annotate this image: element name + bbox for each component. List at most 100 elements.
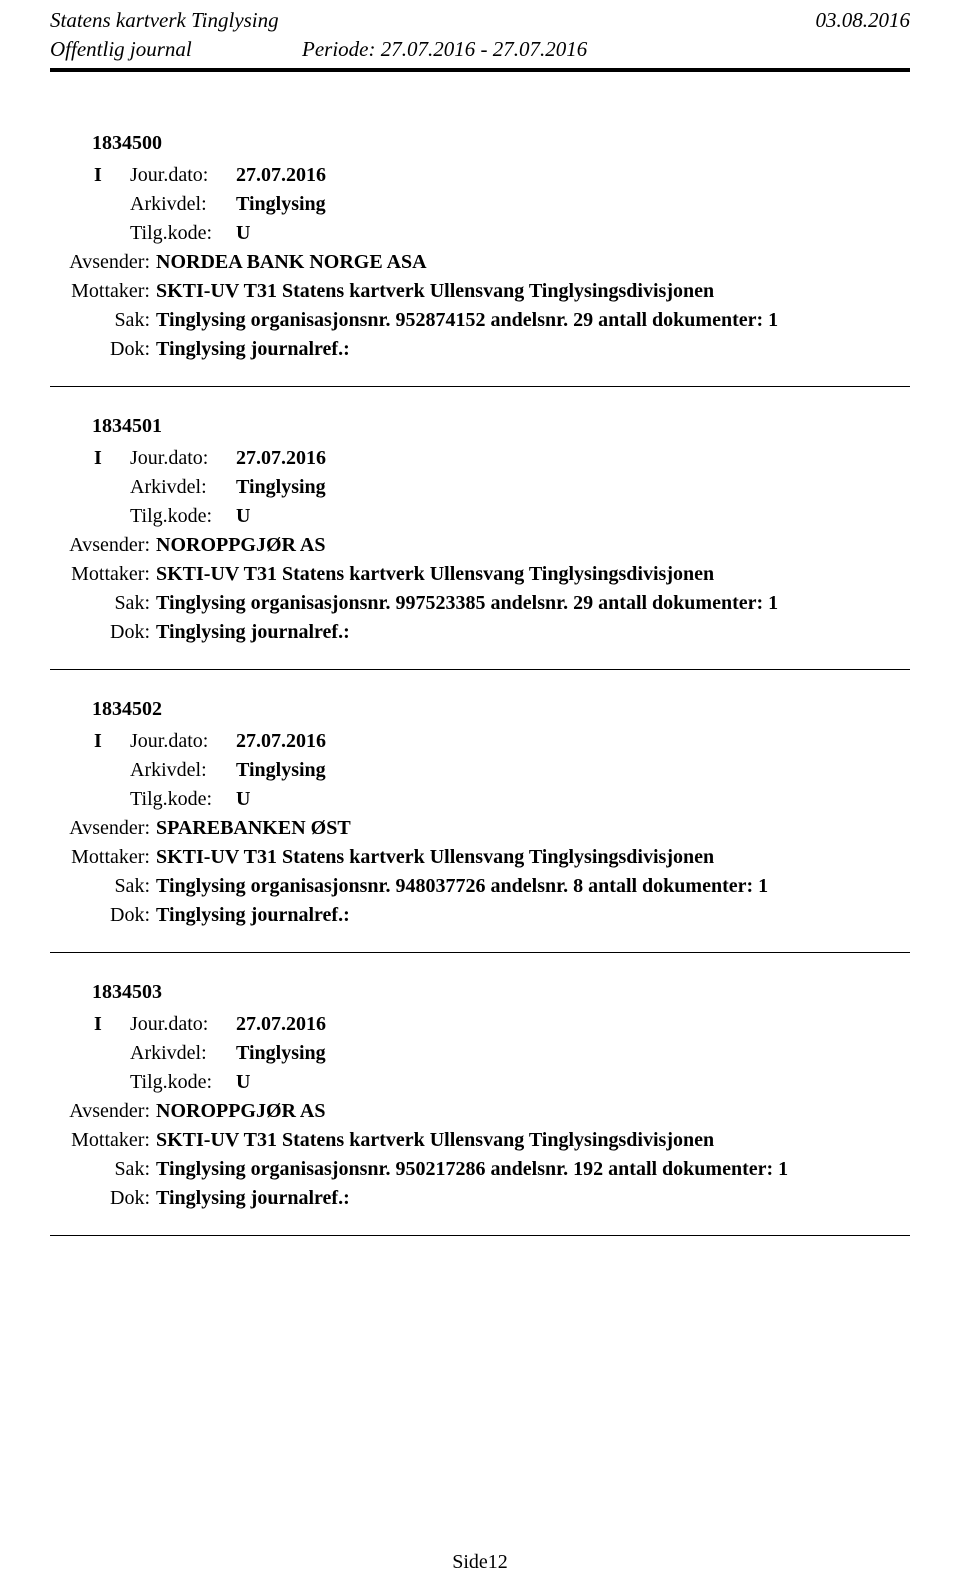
- label-arkivdel: Arkivdel:: [130, 756, 236, 785]
- row-sak: Sak: Tinglysing organisasjonsnr. 9480377…: [50, 872, 910, 901]
- value-sak: Tinglysing organisasjonsnr. 950217286 an…: [156, 1155, 910, 1184]
- value-avsender: NORDEA BANK NORGE ASA: [156, 248, 910, 277]
- org-title: Statens kartverk Tinglysing: [50, 8, 279, 33]
- io-indicator: I: [50, 727, 130, 756]
- label-mottaker: Mottaker:: [50, 1126, 156, 1155]
- label-dok: Dok:: [50, 901, 156, 930]
- label-mottaker: Mottaker:: [50, 560, 156, 589]
- entry-id: 1834502: [92, 698, 910, 721]
- row-jourdato: I Jour.dato: 27.07.2016: [50, 161, 910, 190]
- row-mottaker: Mottaker: SKTI-UV T31 Statens kartverk U…: [50, 277, 910, 306]
- label-arkivdel: Arkivdel:: [130, 190, 236, 219]
- page-header: Statens kartverk Tinglysing 03.08.2016 O…: [50, 0, 910, 72]
- row-avsender: Avsender: NOROPPGJØR AS: [50, 531, 910, 560]
- entry-divider: [50, 952, 910, 953]
- label-tilgkode: Tilg.kode:: [130, 219, 236, 248]
- io-indicator: I: [50, 444, 130, 473]
- value-tilgkode: U: [236, 502, 910, 531]
- label-avsender: Avsender:: [50, 248, 156, 277]
- row-tilgkode: Tilg.kode: U: [50, 785, 910, 814]
- header-date: 03.08.2016: [816, 8, 911, 33]
- label-arkivdel: Arkivdel:: [130, 1039, 236, 1068]
- entry-id: 1834501: [92, 415, 910, 438]
- value-jourdato: 27.07.2016: [236, 727, 910, 756]
- value-avsender: NOROPPGJØR AS: [156, 1097, 910, 1126]
- entry-id: 1834500: [92, 132, 910, 155]
- row-dok: Dok: Tinglysing journalref.:: [50, 618, 910, 647]
- io-indicator: I: [50, 161, 130, 190]
- row-sak: Sak: Tinglysing organisasjonsnr. 9502172…: [50, 1155, 910, 1184]
- page-number: Side12: [452, 1551, 508, 1573]
- label-dok: Dok:: [50, 1184, 156, 1213]
- row-dok: Dok: Tinglysing journalref.:: [50, 1184, 910, 1213]
- journal-entry: 1834503 I Jour.dato: 27.07.2016 Arkivdel…: [50, 981, 910, 1236]
- value-arkivdel: Tinglysing: [236, 473, 910, 502]
- row-arkivdel: Arkivdel: Tinglysing: [50, 756, 910, 785]
- label-tilgkode: Tilg.kode:: [130, 785, 236, 814]
- entries-container: 1834500 I Jour.dato: 27.07.2016 Arkivdel…: [50, 132, 910, 1236]
- row-avsender: Avsender: SPAREBANKEN ØST: [50, 814, 910, 843]
- row-jourdato: I Jour.dato: 27.07.2016: [50, 444, 910, 473]
- journal-label: Offentlig journal: [50, 37, 280, 62]
- value-tilgkode: U: [236, 785, 910, 814]
- row-avsender: Avsender: NOROPPGJØR AS: [50, 1097, 910, 1126]
- row-tilgkode: Tilg.kode: U: [50, 219, 910, 248]
- entry-id: 1834503: [92, 981, 910, 1004]
- label-mottaker: Mottaker:: [50, 843, 156, 872]
- row-arkivdel: Arkivdel: Tinglysing: [50, 190, 910, 219]
- row-dok: Dok: Tinglysing journalref.:: [50, 335, 910, 364]
- label-mottaker: Mottaker:: [50, 277, 156, 306]
- entry-divider: [50, 669, 910, 670]
- value-sak: Tinglysing organisasjonsnr. 948037726 an…: [156, 872, 910, 901]
- value-avsender: SPAREBANKEN ØST: [156, 814, 910, 843]
- header-row-1: Statens kartverk Tinglysing 03.08.2016: [50, 8, 910, 33]
- label-jourdato: Jour.dato:: [130, 444, 236, 473]
- label-jourdato: Jour.dato:: [130, 727, 236, 756]
- value-mottaker: SKTI-UV T31 Statens kartverk Ullensvang …: [156, 1126, 910, 1155]
- label-dok: Dok:: [50, 618, 156, 647]
- label-avsender: Avsender:: [50, 531, 156, 560]
- value-sak: Tinglysing organisasjonsnr. 997523385 an…: [156, 589, 910, 618]
- entry-divider: [50, 1235, 910, 1236]
- value-dok: Tinglysing journalref.:: [156, 618, 910, 647]
- row-tilgkode: Tilg.kode: U: [50, 1068, 910, 1097]
- label-tilgkode: Tilg.kode:: [130, 502, 236, 531]
- row-jourdato: I Jour.dato: 27.07.2016: [50, 1010, 910, 1039]
- io-indicator: I: [50, 1010, 130, 1039]
- label-avsender: Avsender:: [50, 814, 156, 843]
- value-arkivdel: Tinglysing: [236, 756, 910, 785]
- value-sak: Tinglysing organisasjonsnr. 952874152 an…: [156, 306, 910, 335]
- row-jourdato: I Jour.dato: 27.07.2016: [50, 727, 910, 756]
- value-jourdato: 27.07.2016: [236, 161, 910, 190]
- row-mottaker: Mottaker: SKTI-UV T31 Statens kartverk U…: [50, 560, 910, 589]
- value-tilgkode: U: [236, 219, 910, 248]
- row-dok: Dok: Tinglysing journalref.:: [50, 901, 910, 930]
- value-jourdato: 27.07.2016: [236, 444, 910, 473]
- label-sak: Sak:: [50, 1155, 156, 1184]
- row-sak: Sak: Tinglysing organisasjonsnr. 9528741…: [50, 306, 910, 335]
- journal-entry: 1834502 I Jour.dato: 27.07.2016 Arkivdel…: [50, 698, 910, 953]
- value-arkivdel: Tinglysing: [236, 1039, 910, 1068]
- row-mottaker: Mottaker: SKTI-UV T31 Statens kartverk U…: [50, 1126, 910, 1155]
- entry-divider: [50, 386, 910, 387]
- row-arkivdel: Arkivdel: Tinglysing: [50, 1039, 910, 1068]
- label-jourdato: Jour.dato:: [130, 161, 236, 190]
- row-arkivdel: Arkivdel: Tinglysing: [50, 473, 910, 502]
- journal-entry: 1834501 I Jour.dato: 27.07.2016 Arkivdel…: [50, 415, 910, 670]
- value-dok: Tinglysing journalref.:: [156, 901, 910, 930]
- row-avsender: Avsender: NORDEA BANK NORGE ASA: [50, 248, 910, 277]
- value-mottaker: SKTI-UV T31 Statens kartverk Ullensvang …: [156, 843, 910, 872]
- label-jourdato: Jour.dato:: [130, 1010, 236, 1039]
- value-dok: Tinglysing journalref.:: [156, 335, 910, 364]
- row-sak: Sak: Tinglysing organisasjonsnr. 9975233…: [50, 589, 910, 618]
- label-sak: Sak:: [50, 589, 156, 618]
- value-tilgkode: U: [236, 1068, 910, 1097]
- value-avsender: NOROPPGJØR AS: [156, 531, 910, 560]
- journal-entry: 1834500 I Jour.dato: 27.07.2016 Arkivdel…: [50, 132, 910, 387]
- header-row-2: Offentlig journal Periode: 27.07.2016 - …: [50, 37, 910, 62]
- value-mottaker: SKTI-UV T31 Statens kartverk Ullensvang …: [156, 277, 910, 306]
- label-tilgkode: Tilg.kode:: [130, 1068, 236, 1097]
- label-avsender: Avsender:: [50, 1097, 156, 1126]
- row-mottaker: Mottaker: SKTI-UV T31 Statens kartverk U…: [50, 843, 910, 872]
- value-jourdato: 27.07.2016: [236, 1010, 910, 1039]
